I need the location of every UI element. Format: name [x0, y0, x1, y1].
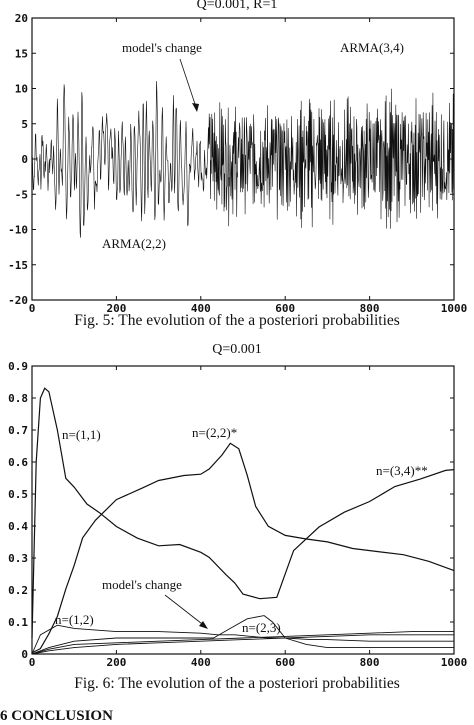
fig6-x-tick-label: 600 [275, 656, 295, 669]
fig5-annotation-arma22: ARMA(2,2) [102, 236, 166, 251]
fig5-y-tick-label: -15 [8, 259, 28, 272]
fig6-series-line-6 [31, 631, 454, 655]
fig5-chart: 0 200 400 600 800 1000 20 15 10 5 0 -5 -10 -15 -20 mode… [8, 12, 468, 315]
fig6-title: Q=0.001 [212, 342, 262, 357]
fig5-y-tick-label: 10 [15, 83, 28, 96]
fig6-y-tick-label: 0.8 [8, 392, 28, 405]
fig6-series-line-1 [31, 387, 455, 639]
fig5-y-tick-label: 0 [21, 153, 28, 166]
fig6-plot-frame [31, 365, 455, 655]
fig5-y-tick-label: -10 [8, 224, 28, 237]
fig6-change-arrowhead [199, 621, 208, 629]
fig6-annotation-change: model's change [102, 577, 182, 592]
fig6-annotation-n34: n=(3,4)** [376, 463, 428, 478]
fig5-x-tick-label: 400 [191, 302, 211, 315]
fig5-x-tick-label: 0 [29, 302, 36, 315]
fig6-y-tick-label: 0.4 [8, 520, 28, 533]
fig5-x-tick-label: 600 [275, 302, 295, 315]
fig5-change-arrow [179, 58, 198, 111]
fig6-y-tick-label: 0.3 [8, 552, 28, 565]
fig6-annotation-n11: n=(1,1) [62, 427, 101, 442]
fig6-x-tick-label: 0 [29, 656, 36, 669]
fig6-series-line-5 [31, 634, 454, 655]
fig6-caption: Fig. 6: The evolution of the a posterior… [74, 675, 400, 692]
fig5-y-tick-label: 15 [15, 47, 28, 60]
fig6-series-line-3 [31, 624, 454, 655]
fig5-x-tick-label: 200 [106, 302, 126, 315]
fig6-x-tick-label: 1000 [441, 656, 468, 669]
fig6-chart: 0 200 400 600 800 1000 0.9 0.8 0.7 0.6 0.5 0.4 0.3 0.… [8, 360, 468, 669]
fig5-y-tick-label: -20 [8, 294, 28, 307]
fig6-annotation-n22: n=(2,2)* [192, 425, 237, 440]
fig6-change-arrow [164, 594, 207, 628]
section-heading: 6 CONCLUSION [0, 708, 113, 724]
fig5-title: Q=0.001, R=1 [196, 0, 278, 12]
fig6-y-tick-label: 0.7 [8, 424, 28, 437]
fig6-y-tick-label: 0.2 [8, 584, 28, 597]
fig5-x-tick-label: 800 [360, 302, 380, 315]
fig6-y-tick-label: 0.9 [8, 360, 28, 373]
fig6-y-tick-label: 0.5 [8, 488, 28, 501]
fig6-y-tick-label: 0.6 [8, 456, 28, 469]
fig5-caption: Fig. 5: The evolution of the a posterior… [74, 312, 400, 329]
fig5-y-tick-label: 20 [15, 12, 28, 25]
fig5-change-arrowhead [192, 103, 199, 112]
fig5-annotation-change: model's change [122, 40, 202, 55]
fig6-y-tick-label: 0 [21, 648, 28, 661]
fig5-annotation-arma34: ARMA(3,4) [340, 40, 404, 55]
fig6-y-tick-label: 0.1 [8, 616, 28, 629]
fig5-x-tick-label: 1000 [441, 302, 468, 315]
fig6-series-line-4 [31, 615, 454, 655]
fig6-annotation-n23: n=(2,3) [242, 620, 281, 635]
fig5-y-tick-label: 5 [21, 118, 28, 131]
fig5-series-line [31, 80, 455, 238]
fig6-annotation-n12: n=(1,2) [55, 612, 94, 627]
fig6-x-tick-label: 800 [360, 656, 380, 669]
fig6-x-tick-label: 200 [106, 656, 126, 669]
fig6-series-line-2 [31, 442, 455, 654]
fig6-x-tick-label: 400 [191, 656, 211, 669]
fig5-y-tick-label: -5 [15, 188, 28, 201]
